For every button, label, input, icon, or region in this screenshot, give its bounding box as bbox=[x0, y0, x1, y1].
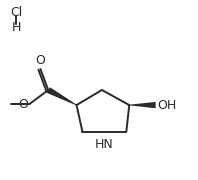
Text: Cl: Cl bbox=[10, 6, 22, 19]
Text: O: O bbox=[18, 98, 28, 111]
Polygon shape bbox=[129, 102, 156, 108]
Text: HN: HN bbox=[95, 138, 114, 151]
Text: OH: OH bbox=[158, 99, 177, 112]
Polygon shape bbox=[47, 87, 77, 105]
Text: H: H bbox=[11, 21, 21, 34]
Text: O: O bbox=[35, 54, 45, 67]
